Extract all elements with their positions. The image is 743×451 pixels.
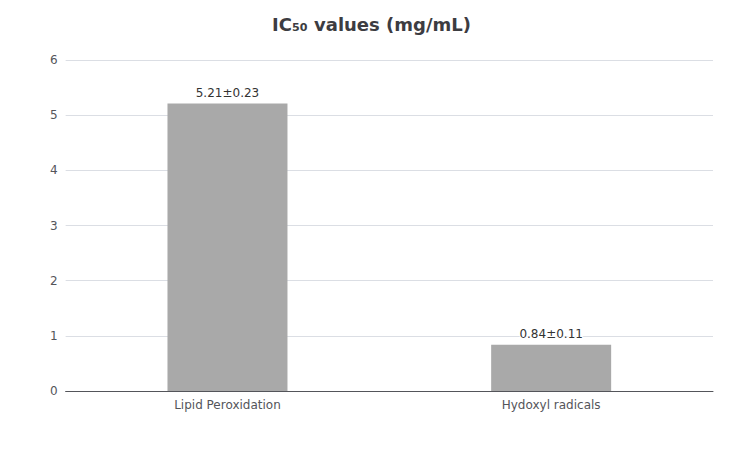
svg-text:Hydoxyl radicals: Hydoxyl radicals — [502, 398, 601, 412]
svg-text:5.21±0.23: 5.21±0.23 — [196, 86, 260, 100]
svg-text:3: 3 — [50, 219, 58, 233]
svg-text:4: 4 — [50, 163, 58, 177]
svg-text:1: 1 — [50, 329, 58, 343]
svg-text:2: 2 — [50, 274, 58, 288]
svg-text:6: 6 — [50, 53, 58, 67]
svg-text:0.84±0.11: 0.84±0.11 — [519, 327, 583, 341]
svg-text:5: 5 — [50, 108, 58, 122]
svg-text:Lipid Peroxidation: Lipid Peroxidation — [174, 398, 281, 412]
svg-text:0: 0 — [50, 384, 58, 398]
svg-text:IC₅₀ values (mg/mL): IC₅₀ values (mg/mL) — [272, 14, 471, 35]
